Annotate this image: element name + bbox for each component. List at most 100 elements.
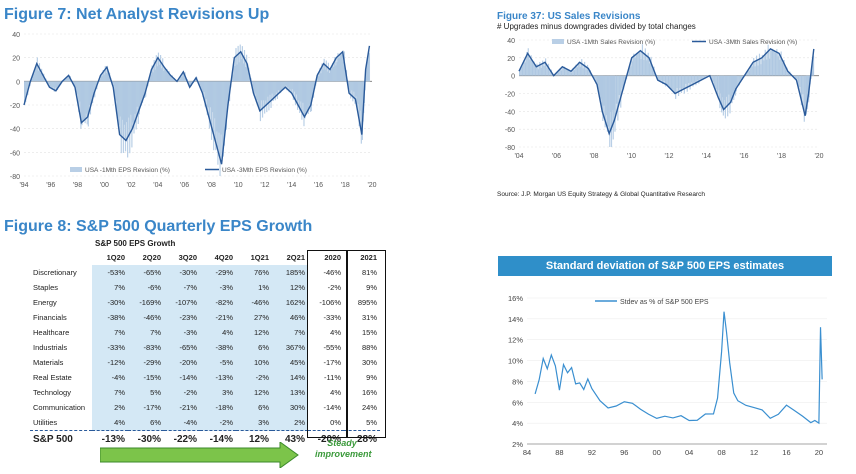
x-tick-label: 08 [717, 448, 725, 457]
row-label: Materials [33, 358, 64, 367]
x-tick-label: 88 [555, 448, 563, 457]
table-cell: 46% [272, 310, 308, 325]
x-tick-label: '16 [314, 182, 323, 189]
series-line [518, 48, 815, 136]
col-header: 1Q21 [250, 253, 269, 262]
legend-swatch-1m [552, 39, 564, 44]
table-cell: 185% [272, 265, 308, 280]
legend-label: USA -3Mth Sales Revision (%) [709, 39, 797, 46]
x-tick-label: 84 [523, 448, 531, 457]
table-cell: 12% [236, 325, 272, 340]
stdev-chart: 16% 14% 12% 10% 8% 6% 4% 2%84 88 92 96 00 04 08 12 16 20… [508, 294, 827, 457]
col-header: 4Q20 [214, 253, 233, 262]
table-cell: 6% [128, 415, 164, 431]
table-cell: 2% [272, 415, 308, 431]
table-cell: -38% [92, 310, 128, 325]
y-tick-label: 16% [508, 294, 523, 303]
x-tick-label: '04 [514, 153, 523, 160]
table-cell: -83% [128, 340, 164, 355]
x-tick-label: '12 [260, 182, 269, 189]
y-tick-label: 14% [508, 315, 523, 324]
x-tick-label: '96 [46, 182, 55, 189]
x-tick-label: '18 [777, 153, 786, 160]
table-cell: 27% [236, 310, 272, 325]
table-cell: 81% [361, 268, 377, 277]
table-cell: 9% [366, 373, 377, 382]
table-cell: 15% [361, 328, 377, 337]
table-cell: 7% [272, 325, 308, 340]
col-header: 3Q20 [178, 253, 197, 262]
x-tick-label: 96 [620, 448, 628, 457]
table-cell: 5% [366, 418, 377, 427]
legend-label: USA -3Mth EPS Revision (%) [222, 167, 307, 174]
table-cell: -2% [200, 415, 236, 431]
table-cell: -2% [327, 283, 341, 292]
y-tick-label: 8% [512, 377, 523, 386]
fig7-chart: 40 20 0 -20 -40 -60 -80'94 '96 '98 '00 '02 '04 '06 '0… [10, 32, 377, 189]
table-cell: 30% [361, 358, 377, 367]
x-tick-label: '20 [367, 182, 376, 189]
series-line [23, 45, 371, 165]
table-cell: -20% [164, 355, 200, 370]
table-cell: 14% [272, 370, 308, 385]
x-tick-label: '08 [207, 182, 216, 189]
x-tick-label: '16 [739, 153, 748, 160]
table-cell: -5% [200, 355, 236, 370]
table-cell: 16% [361, 388, 377, 397]
table-body: Discretionary -53% -65% -30% -29% 76% 185% -46%… [30, 265, 380, 447]
table-cell: 4% [330, 388, 341, 397]
table-cell: 76% [236, 265, 272, 280]
table-cell: -2% [236, 370, 272, 385]
table-cell: -18% [200, 400, 236, 415]
table-cell: -65% [164, 340, 200, 355]
x-tick-label: 16 [782, 448, 790, 457]
table-cell: -13% [200, 370, 236, 385]
table-cell: -53% [92, 265, 128, 280]
fig37-chart: 40 20 0 -20 -40 -60 -80'04 '06 '08 '10 '12 '14 '16 '1… [505, 38, 824, 160]
table-cell: 2% [92, 400, 128, 415]
table-cell: -23% [164, 310, 200, 325]
table-cell: 7% [92, 280, 128, 295]
table-cell: -15% [128, 370, 164, 385]
steady-improvement-label: Steady improvement [315, 438, 372, 459]
table-cell: 31% [361, 313, 377, 322]
y-tick-label: 20 [507, 56, 515, 63]
col-header: 2Q21 [286, 253, 305, 262]
row-label: Financials [33, 313, 67, 322]
table-cell: 4% [92, 415, 128, 431]
y-tick-label: 4% [512, 419, 523, 428]
row-label: Healthcare [33, 328, 70, 337]
row-label: Staples [33, 283, 59, 292]
table-cell: -3% [164, 325, 200, 340]
x-tick-label: '12 [664, 153, 673, 160]
row-label: Communication [33, 403, 86, 412]
table-cell: 28% [344, 430, 380, 447]
table-cell: 895% [357, 298, 377, 307]
table-cell: -55% [323, 343, 341, 352]
y-tick-label: 12% [508, 336, 523, 345]
row-label: Technology [33, 388, 71, 397]
table-cell: -30% [92, 295, 128, 310]
area-3m [24, 45, 370, 165]
table-cell: -7% [164, 280, 200, 295]
table-cell: 367% [272, 340, 308, 355]
table-cell: 7% [92, 385, 128, 400]
table-cell: 9% [366, 283, 377, 292]
table-cell: -21% [200, 310, 236, 325]
table-cell: 88% [361, 343, 377, 352]
table-cell: -82% [200, 295, 236, 310]
y-tick-label: 10% [508, 357, 523, 366]
table-cell: -14% [323, 403, 341, 412]
table-row: Energy -30% -169% -107% -82% -46% 162% -106% 895… [30, 295, 380, 310]
table-cell: 45% [272, 355, 308, 370]
table-cell: -46% [128, 310, 164, 325]
table-cell: -6% [128, 280, 164, 295]
table-cell: 0% [330, 418, 341, 427]
table-cell: -107% [164, 295, 200, 310]
table-cell: -33% [323, 313, 341, 322]
table-cell: 13% [272, 385, 308, 400]
table-cell: 12% [236, 385, 272, 400]
y-tick-label: 40 [12, 32, 20, 39]
x-tick-label: '14 [702, 153, 711, 160]
row-label: Real Estate [33, 373, 72, 382]
